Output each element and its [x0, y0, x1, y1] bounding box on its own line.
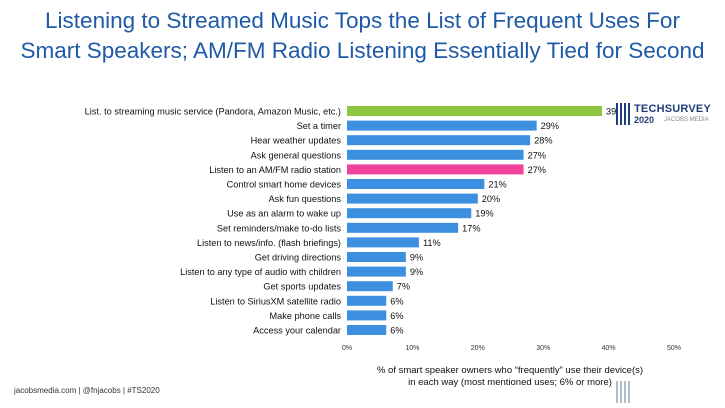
- value-label: 6%: [390, 311, 403, 321]
- category-label: Ask fun questions: [268, 194, 341, 204]
- value-label: 7%: [397, 282, 410, 292]
- bar: [347, 106, 603, 116]
- x-tick-label: 50%: [667, 345, 681, 352]
- category-label: Use as an alarm to wake up: [227, 209, 341, 219]
- category-label: Listen to an AM/FM radio station: [209, 165, 341, 175]
- category-label: Hear weather updates: [251, 136, 342, 146]
- bar: [347, 135, 531, 146]
- chart-title: Listening to Streamed Music Tops the Lis…: [0, 6, 725, 66]
- techsurvey-logo: TECHSURVEY 2020 JACOBS MEDIA: [612, 100, 712, 130]
- category-label: Ask general questions: [251, 150, 342, 160]
- value-label: 19%: [475, 209, 493, 219]
- logo-year: 2020: [634, 115, 655, 125]
- x-axis-label-line: in each way (most mentioned uses; 6% or …: [408, 377, 612, 388]
- value-label: 9%: [410, 267, 423, 277]
- title-line-2: Smart Speakers; AM/FM Radio Listening Es…: [20, 38, 705, 63]
- category-label: Control smart home devices: [227, 180, 342, 190]
- techsurvey-logo-watermark: [612, 378, 712, 408]
- value-label: 9%: [410, 253, 423, 263]
- x-tick-label: 20%: [471, 345, 485, 352]
- x-tick-label: 10%: [405, 345, 419, 352]
- category-label: Listen to any type of audio with childre…: [180, 267, 341, 277]
- bar: [347, 149, 524, 160]
- value-label: 20%: [482, 194, 500, 204]
- bar: [347, 193, 478, 204]
- bar: [347, 266, 406, 277]
- bar: [347, 281, 393, 292]
- logo-mark-icon: [616, 103, 630, 125]
- value-label: 29%: [541, 121, 559, 131]
- x-tick-label: 40%: [602, 345, 616, 352]
- value-label: 6%: [390, 296, 403, 306]
- logo-name: TECHSURVEY: [634, 103, 711, 115]
- x-axis-label-line: % of smart speaker owners who “frequentl…: [377, 365, 643, 376]
- bar: [347, 310, 387, 321]
- category-label: Set reminders/make to-do lists: [217, 223, 341, 233]
- category-label: Get sports updates: [263, 282, 341, 292]
- category-label: Listen to news/info. (flash briefings): [197, 238, 341, 248]
- title-line-1: Listening to Streamed Music Tops the Lis…: [45, 8, 680, 33]
- category-label: Get driving directions: [255, 253, 342, 263]
- bar: [347, 252, 406, 262]
- category-label: Make phone calls: [270, 311, 342, 321]
- logo-watermark-mark-icon: [616, 381, 630, 403]
- value-label: 11%: [423, 238, 441, 248]
- bar: [347, 325, 387, 335]
- value-label: 27%: [528, 150, 546, 160]
- bar: [347, 295, 387, 306]
- bar: [347, 222, 459, 233]
- bar: [347, 179, 485, 189]
- bar: [347, 120, 537, 131]
- value-label: 28%: [534, 136, 552, 146]
- value-label: 21%: [488, 180, 506, 190]
- value-label: 27%: [528, 165, 546, 175]
- logo-sub: JACOBS MEDIA: [664, 117, 709, 123]
- category-label: Set a timer: [297, 121, 341, 131]
- bar: [347, 237, 419, 248]
- value-label: 39%: [606, 107, 624, 117]
- footer-credits: jacobsmedia.com | @fnjacobs | #TS2020: [14, 386, 160, 395]
- bar: [347, 208, 472, 219]
- value-label: 6%: [390, 326, 403, 336]
- value-label: 17%: [462, 223, 480, 233]
- bar: [347, 164, 524, 175]
- category-label: Listen to SiriusXM satellite radio: [210, 296, 341, 306]
- category-label: Access your calendar: [253, 326, 341, 336]
- category-label: List. to streaming music service (Pandor…: [85, 107, 341, 117]
- x-tick-label: 0%: [342, 345, 352, 352]
- x-tick-label: 30%: [536, 345, 550, 352]
